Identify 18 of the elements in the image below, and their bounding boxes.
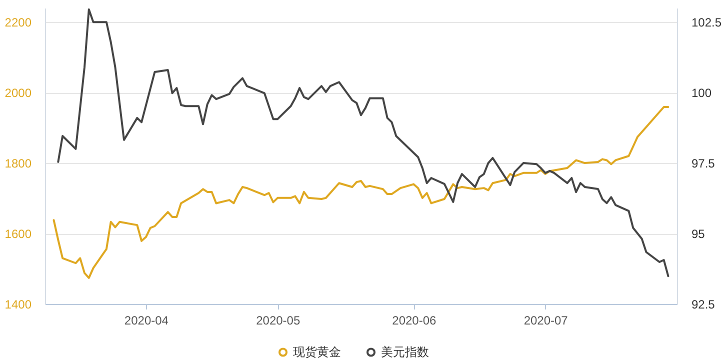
y2-tick-label: 100 <box>692 86 712 100</box>
y2-tick-label: 92.5 <box>692 298 716 312</box>
legend-label: 美元指数 <box>381 345 429 360</box>
y2-tick-label: 102.5 <box>692 16 722 30</box>
x-tick-label: 2020-06 <box>392 314 437 328</box>
x-tick-label: 2020-04 <box>124 314 169 328</box>
y-tick-label: 1400 <box>4 298 32 312</box>
y2-tick-label: 97.5 <box>692 156 716 171</box>
x-tick-label: 2020-07 <box>524 314 568 328</box>
y-tick-label: 1800 <box>4 156 32 171</box>
line-series <box>57 8 670 278</box>
y2-tick-label: 95 <box>692 227 706 242</box>
y-tick-label: 1600 <box>4 227 32 242</box>
y-tick-label: 2000 <box>4 86 32 100</box>
legend-label: 现货黄金 <box>293 345 341 360</box>
y-tick-label: 2200 <box>4 16 32 30</box>
line-series <box>52 106 670 279</box>
x-tick-label: 2020-05 <box>256 314 300 328</box>
